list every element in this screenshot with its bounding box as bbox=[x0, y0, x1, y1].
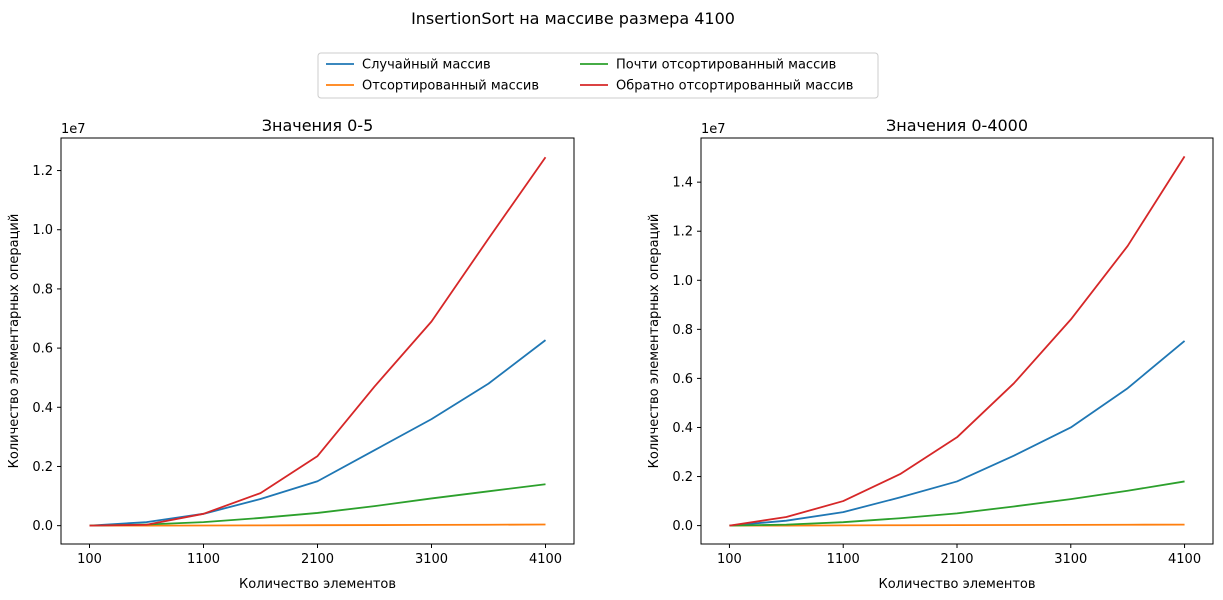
series-line-1-3 bbox=[729, 155, 1186, 527]
axes-frame bbox=[700, 137, 1214, 545]
y-tick-label: 0.2 bbox=[672, 470, 693, 485]
y-tick-label: 1.0 bbox=[672, 274, 693, 289]
x-tick-label: 2100 bbox=[301, 552, 334, 567]
x-tick-label: 4100 bbox=[529, 552, 562, 567]
axes-title: Значения 0-4000 bbox=[886, 116, 1028, 135]
y-tick-label: 0.8 bbox=[32, 282, 53, 297]
legend-frame bbox=[317, 52, 879, 99]
x-tick-label: 4100 bbox=[1168, 552, 1201, 567]
y-tick-label: 0.0 bbox=[32, 519, 53, 534]
x-tick-label: 1100 bbox=[187, 552, 220, 567]
y-tick-label: 0.8 bbox=[672, 323, 693, 338]
legend-label-3: Обратно отсортированный массив bbox=[616, 79, 853, 94]
y-tick-label: 0.6 bbox=[32, 342, 53, 357]
axes-values-0-5: 100 1100 2100 3100 4100 0.0 0.2 0.4 0.6 0.8 1.0 1.2… bbox=[7, 116, 575, 592]
axes-frame bbox=[60, 137, 575, 545]
legend-label-2: Почти отсортированный массив bbox=[616, 58, 836, 73]
legend-label-0: Случайный массив bbox=[362, 58, 491, 73]
y-offset-label: 1e7 bbox=[701, 122, 726, 137]
series-line-0-2 bbox=[89, 483, 546, 527]
x-tick-label: 3100 bbox=[1054, 552, 1087, 567]
x-tick-label: 3100 bbox=[415, 552, 448, 567]
x-tick-label: 100 bbox=[77, 552, 102, 567]
figure-suptitle: InsertionSort на массиве размера 4100 bbox=[411, 9, 735, 28]
x-axis-label: Количество элементов bbox=[239, 577, 396, 592]
x-tick-label: 2100 bbox=[940, 552, 973, 567]
y-tick-label: 1.4 bbox=[672, 176, 693, 191]
axes-title: Значения 0-5 bbox=[262, 116, 374, 135]
y-tick-label: 0.0 bbox=[672, 519, 693, 534]
y-tick-label: 1.0 bbox=[32, 223, 53, 238]
y-offset-label: 1e7 bbox=[61, 122, 86, 137]
axes-values-0-4000: 100 1100 2100 3100 4100 0.0 0.2 0.4 0.6 0.8 1.0 1.2… bbox=[647, 116, 1214, 592]
x-tick-label: 1100 bbox=[827, 552, 860, 567]
series-line-0-0 bbox=[89, 339, 547, 527]
series-line-0-3 bbox=[89, 156, 547, 527]
series-line-0-1 bbox=[89, 523, 546, 527]
x-tick-label: 100 bbox=[717, 552, 742, 567]
y-axis-label: Количество элементарных операций bbox=[647, 214, 662, 469]
series-line-1-2 bbox=[729, 480, 1185, 527]
y-tick-label: 0.4 bbox=[32, 401, 53, 416]
series-line-1-0 bbox=[729, 340, 1186, 527]
y-tick-label: 0.4 bbox=[672, 421, 693, 436]
legend-label-1: Отсортированный массив bbox=[362, 79, 539, 94]
series-line-1-1 bbox=[729, 523, 1185, 527]
y-tick-label: 1.2 bbox=[672, 225, 693, 240]
x-axis-label: Количество элементов bbox=[878, 577, 1035, 592]
y-tick-label: 1.2 bbox=[32, 164, 53, 179]
legend: Случайный массив Отсортированный массив По… bbox=[317, 52, 879, 99]
y-axis-label: Количество элементарных операций bbox=[7, 214, 22, 469]
y-tick-label: 0.6 bbox=[672, 372, 693, 387]
y-tick-label: 0.2 bbox=[32, 460, 53, 475]
